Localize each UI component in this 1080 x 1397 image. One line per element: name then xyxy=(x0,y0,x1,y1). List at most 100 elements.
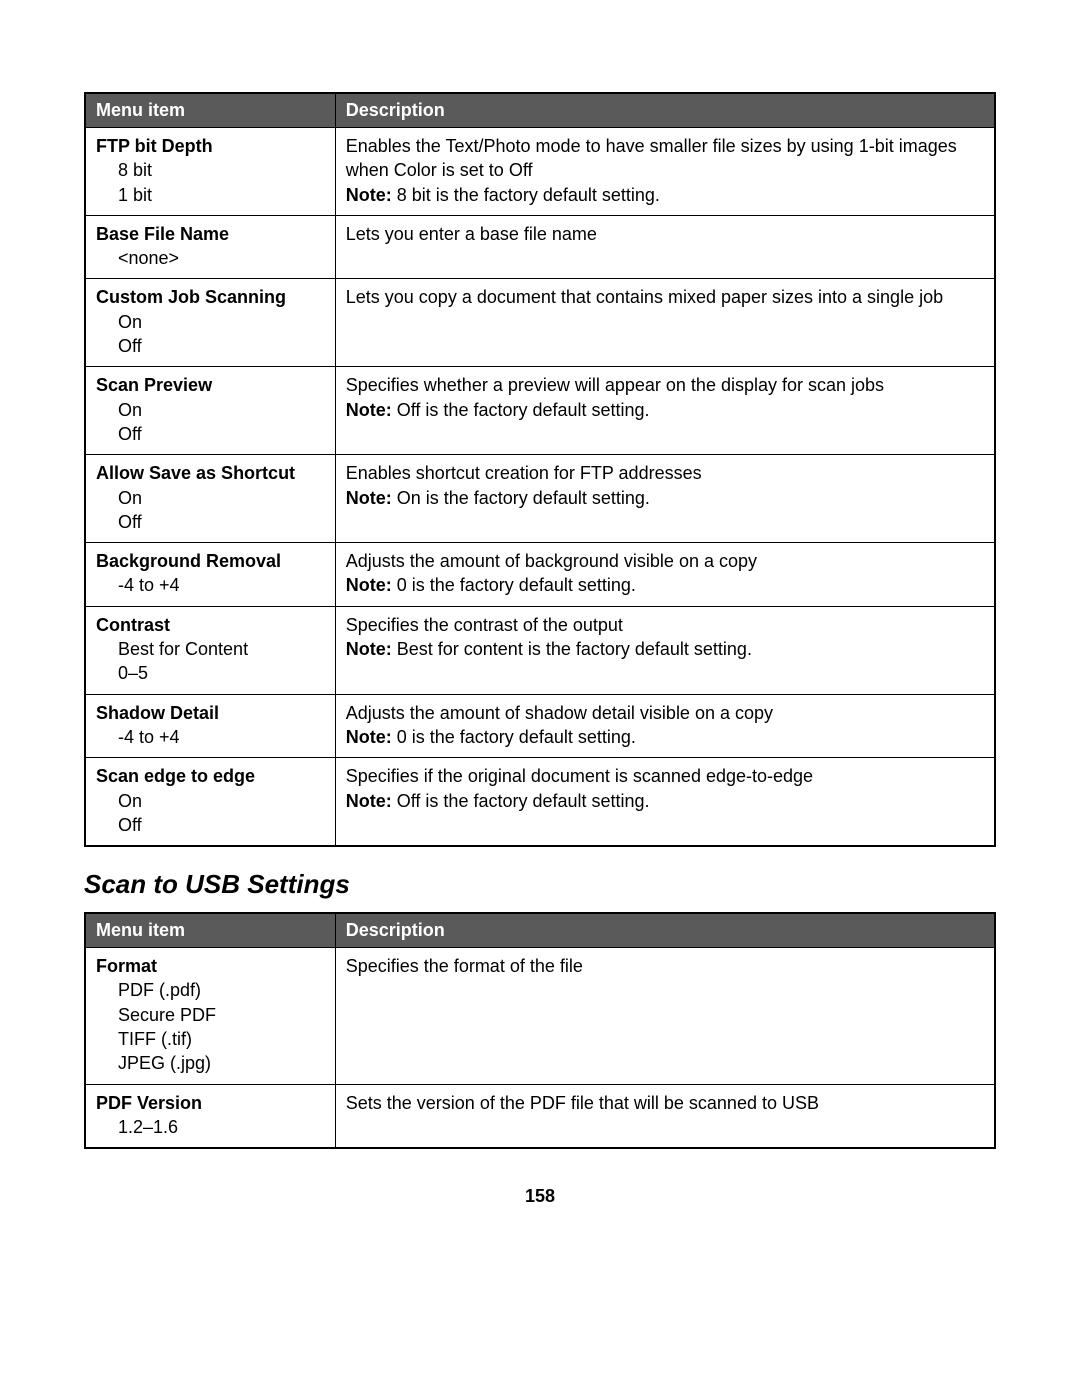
table-row: Custom Job Scanning OnOff Lets you copy a … xyxy=(85,279,995,367)
menu-item-title: Allow Save as Shortcut xyxy=(96,463,295,483)
menu-item-option: -4 to +4 xyxy=(96,725,325,749)
menu-item-option: On xyxy=(96,310,325,334)
description-text: Enables shortcut creation for FTP addres… xyxy=(346,461,984,485)
menu-item-cell: FTP bit Depth8 bit1 bit xyxy=(85,128,335,216)
description-cell: Specifies whether a preview will appear … xyxy=(335,367,995,455)
menu-item-cell: Background Removal-4 to +4 xyxy=(85,543,335,607)
description-text: Adjusts the amount of shadow detail visi… xyxy=(346,701,984,725)
note-text: 8 bit is the factory default setting. xyxy=(397,185,660,205)
note-label: Note: xyxy=(346,185,397,205)
table2-header-desc: Description xyxy=(335,913,995,948)
description-cell: Adjusts the amount of background visible… xyxy=(335,543,995,607)
menu-item-option: TIFF (.tif) xyxy=(96,1027,325,1051)
menu-item-option: PDF (.pdf) xyxy=(96,978,325,1002)
note-line: Note: On is the factory default setting. xyxy=(346,486,984,510)
menu-item-title: Scan edge to edge xyxy=(96,766,255,786)
note-text: Best for content is the factory default … xyxy=(397,639,752,659)
menu-item-option: JPEG (.jpg) xyxy=(96,1051,325,1075)
menu-item-cell: Scan Preview OnOff xyxy=(85,367,335,455)
menu-item-cell: PDF Version1.2–1.6 xyxy=(85,1084,335,1148)
note-label: Note: xyxy=(346,488,397,508)
menu-item-title: Base File Name xyxy=(96,224,229,244)
table-row: PDF Version1.2–1.6 Sets the version of th… xyxy=(85,1084,995,1148)
note-label: Note: xyxy=(346,639,397,659)
page-number: 158 xyxy=(0,1186,1080,1207)
menu-item-option: On xyxy=(96,398,325,422)
menu-item-option: Off xyxy=(96,422,325,446)
note-line: Note: Off is the factory default setting… xyxy=(346,789,984,813)
menu-item-cell: ContrastBest for Content0–5 xyxy=(85,606,335,694)
table-row: ContrastBest for Content0–5Specifies the… xyxy=(85,606,995,694)
menu-item-cell: FormatPDF (.pdf)Secure PDFTIFF (.tif)JPE… xyxy=(85,948,335,1084)
menu-item-title: Format xyxy=(96,956,157,976)
menu-item-option: 1 bit xyxy=(96,183,325,207)
note-line: Note: 8 bit is the factory default setti… xyxy=(346,183,984,207)
table-row: FormatPDF (.pdf)Secure PDFTIFF (.tif)JPE… xyxy=(85,948,995,1084)
menu-item-title: Shadow Detail xyxy=(96,703,219,723)
description-cell: Lets you copy a document that contains m… xyxy=(335,279,995,367)
description-text: Specifies whether a preview will appear … xyxy=(346,373,984,397)
section-heading: Scan to USB Settings xyxy=(84,869,996,900)
description-cell: Enables shortcut creation for FTP addres… xyxy=(335,455,995,543)
table-row: Background Removal-4 to +4 Adjusts the am… xyxy=(85,543,995,607)
menu-item-cell: Custom Job Scanning OnOff xyxy=(85,279,335,367)
menu-item-option: On xyxy=(96,789,325,813)
menu-item-option: 1.2–1.6 xyxy=(96,1115,325,1139)
note-text: Off is the factory default setting. xyxy=(397,400,650,420)
menu-item-option: Off xyxy=(96,813,325,837)
table1-header-menu: Menu item xyxy=(85,93,335,128)
note-label: Note: xyxy=(346,400,397,420)
note-label: Note: xyxy=(346,575,397,595)
description-cell: Enables the Text/Photo mode to have smal… xyxy=(335,128,995,216)
description-cell: Adjusts the amount of shadow detail visi… xyxy=(335,694,995,758)
description-text: Sets the version of the PDF file that wi… xyxy=(346,1091,984,1115)
table-row: Shadow Detail-4 to +4 Adjusts the amount … xyxy=(85,694,995,758)
description-cell: Specifies the contrast of the outputNote… xyxy=(335,606,995,694)
menu-item-cell: Scan edge to edge OnOff xyxy=(85,758,335,846)
description-text: Adjusts the amount of background visible… xyxy=(346,549,984,573)
menu-item-option: 0–5 xyxy=(96,661,325,685)
menu-item-title: Contrast xyxy=(96,615,170,635)
table-row: Allow Save as Shortcut OnOff Enables short… xyxy=(85,455,995,543)
menu-item-cell: Base File Name<none> xyxy=(85,215,335,279)
menu-item-option: Off xyxy=(96,334,325,358)
note-line: Note: Off is the factory default setting… xyxy=(346,398,984,422)
menu-item-option: -4 to +4 xyxy=(96,573,325,597)
note-text: On is the factory default setting. xyxy=(397,488,650,508)
note-label: Note: xyxy=(346,727,397,747)
menu-item-option: On xyxy=(96,486,325,510)
description-text: Specifies the contrast of the output xyxy=(346,613,984,637)
description-text: Lets you copy a document that contains m… xyxy=(346,285,984,309)
menu-item-option: Secure PDF xyxy=(96,1003,325,1027)
menu-item-title: Custom Job Scanning xyxy=(96,287,286,307)
menu-item-cell: Shadow Detail-4 to +4 xyxy=(85,694,335,758)
menu-item-option: 8 bit xyxy=(96,158,325,182)
table-row: Base File Name<none> Lets you enter a bas… xyxy=(85,215,995,279)
note-line: Note: Best for content is the factory de… xyxy=(346,637,984,661)
settings-table-1: Menu item Description FTP bit Depth8 bit… xyxy=(84,92,996,847)
menu-item-option: <none> xyxy=(96,246,325,270)
menu-item-option: Off xyxy=(96,510,325,534)
table-row: Scan Preview OnOff Specifies whether a pre… xyxy=(85,367,995,455)
description-cell: Specifies the format of the file xyxy=(335,948,995,1084)
table-row: FTP bit Depth8 bit1 bitEnables the Text/… xyxy=(85,128,995,216)
note-text: 0 is the factory default setting. xyxy=(397,727,636,747)
menu-item-title: Scan Preview xyxy=(96,375,212,395)
description-cell: Sets the version of the PDF file that wi… xyxy=(335,1084,995,1148)
description-text: Enables the Text/Photo mode to have smal… xyxy=(346,134,984,183)
description-cell: Specifies if the original document is sc… xyxy=(335,758,995,846)
note-text: 0 is the factory default setting. xyxy=(397,575,636,595)
description-text: Lets you enter a base file name xyxy=(346,222,984,246)
menu-item-title: FTP bit Depth xyxy=(96,136,213,156)
table-row: Scan edge to edge OnOff Specifies if the o… xyxy=(85,758,995,846)
description-cell: Lets you enter a base file name xyxy=(335,215,995,279)
note-line: Note: 0 is the factory default setting. xyxy=(346,573,984,597)
note-label: Note: xyxy=(346,791,397,811)
description-text: Specifies the format of the file xyxy=(346,954,984,978)
table1-header-desc: Description xyxy=(335,93,995,128)
description-text: Specifies if the original document is sc… xyxy=(346,764,984,788)
menu-item-cell: Allow Save as Shortcut OnOff xyxy=(85,455,335,543)
note-text: Off is the factory default setting. xyxy=(397,791,650,811)
settings-table-2: Menu item Description FormatPDF (.pdf)Se… xyxy=(84,912,996,1149)
note-line: Note: 0 is the factory default setting. xyxy=(346,725,984,749)
